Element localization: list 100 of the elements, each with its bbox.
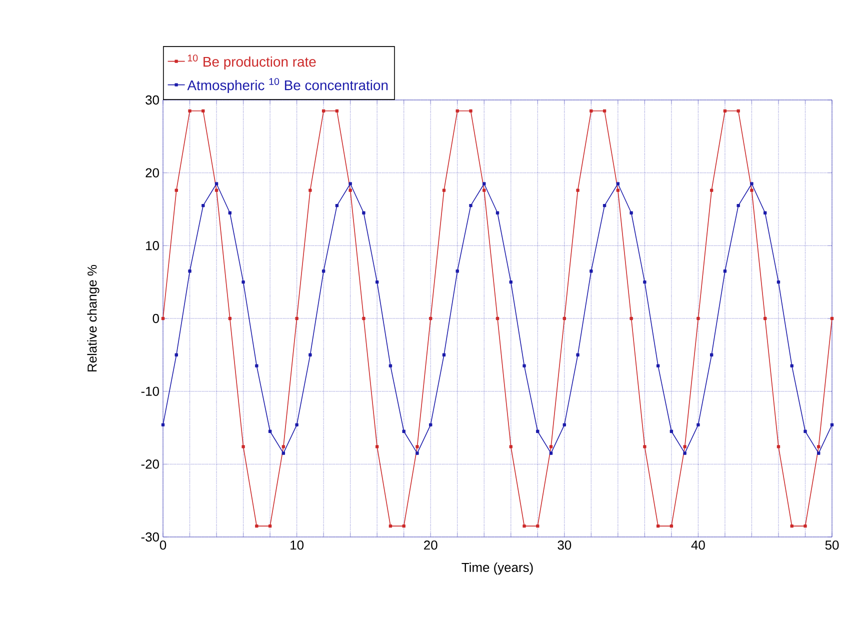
point [750, 182, 754, 186]
y-tick-label: 20 [146, 168, 159, 178]
point [804, 430, 807, 433]
point [188, 109, 192, 113]
x-tick-label: 30 [558, 540, 572, 550]
point [670, 430, 674, 433]
x-tick-label: 20 [424, 540, 438, 550]
point [536, 430, 540, 433]
point [442, 188, 446, 192]
point [469, 204, 472, 208]
point [616, 188, 620, 192]
point [496, 316, 500, 320]
point [630, 211, 633, 214]
point [710, 188, 714, 192]
point [282, 445, 286, 448]
legend-label: $^{10}$ Be production rate [188, 54, 316, 70]
point [496, 211, 500, 214]
point [562, 316, 566, 320]
point [522, 364, 526, 368]
point [710, 353, 714, 356]
point [188, 270, 192, 273]
point [482, 188, 486, 192]
point [790, 364, 794, 368]
point [602, 204, 606, 208]
point [830, 316, 834, 320]
point [295, 423, 298, 426]
point [536, 524, 540, 528]
point [590, 270, 593, 273]
point [683, 452, 686, 455]
point [656, 364, 660, 368]
y-tick-label: -10 [141, 386, 159, 396]
point [469, 109, 472, 113]
point [322, 109, 326, 113]
x-tick-label: 0 [160, 540, 166, 550]
point [308, 188, 312, 192]
point [696, 423, 700, 426]
point [402, 430, 406, 433]
point [616, 182, 620, 186]
point [482, 182, 486, 186]
point [202, 204, 205, 208]
point [348, 188, 352, 192]
point [388, 364, 392, 368]
y-tick-label: 10 [146, 241, 159, 250]
point [375, 280, 379, 284]
point [643, 280, 646, 284]
point [576, 353, 580, 356]
point [509, 280, 512, 284]
point [562, 423, 566, 426]
point [723, 109, 727, 113]
point [174, 353, 178, 356]
point [549, 452, 553, 455]
y-tick-label: -30 [141, 532, 159, 542]
point [268, 430, 272, 433]
x-axis-title: Time (years) [462, 562, 533, 575]
point [282, 452, 286, 455]
point [242, 280, 245, 284]
point [456, 109, 459, 113]
point [295, 316, 298, 320]
point [683, 445, 686, 448]
y-tick-label: 30 [146, 95, 159, 105]
point [602, 109, 606, 113]
point [335, 109, 339, 113]
x-tick-label: 10 [290, 540, 304, 550]
point [590, 109, 593, 113]
point [388, 524, 392, 528]
point [348, 182, 352, 186]
y-tick-label: -20 [141, 460, 159, 469]
point [817, 452, 820, 455]
point [750, 188, 754, 192]
legend-label: Atmospheric $^{10}$ Be concentration [187, 78, 388, 93]
point [161, 423, 165, 426]
x-tick-label: 50 [825, 540, 839, 550]
point [442, 353, 446, 356]
point [402, 524, 406, 528]
point [161, 316, 165, 320]
point [416, 452, 419, 455]
point [723, 270, 727, 273]
point [375, 445, 379, 448]
point [456, 270, 459, 273]
point [228, 211, 232, 214]
point [416, 445, 419, 448]
point [362, 316, 366, 320]
point [630, 316, 633, 320]
y-tick-label: 0 [152, 314, 159, 324]
point [764, 211, 767, 214]
point [429, 423, 432, 426]
point [362, 211, 366, 214]
point [214, 182, 218, 186]
point [776, 280, 780, 284]
point [214, 188, 218, 192]
point [764, 316, 767, 320]
point [790, 524, 794, 528]
point [255, 364, 258, 368]
point [830, 423, 834, 426]
point [670, 524, 674, 528]
point [696, 316, 700, 320]
point [174, 188, 178, 192]
point [308, 353, 312, 356]
point [322, 270, 326, 273]
point [228, 316, 232, 320]
